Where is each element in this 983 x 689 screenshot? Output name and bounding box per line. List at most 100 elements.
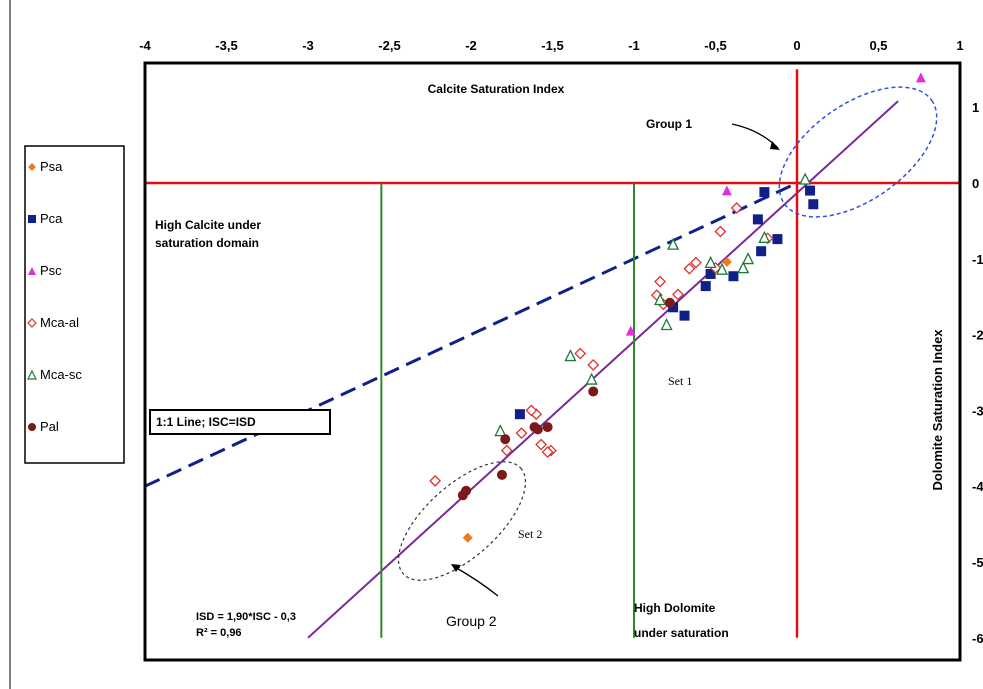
legend-label: Psa <box>40 159 63 174</box>
y-tick-label: -6 <box>972 631 983 646</box>
point-pca <box>514 409 525 420</box>
point-mca-al <box>683 262 696 275</box>
point-mca-al <box>654 275 666 288</box>
oneone-line-label: 1:1 Line; ISC=ISD <box>156 415 256 429</box>
point-mca-sc <box>799 172 812 185</box>
legend-item-pca: Pca <box>28 211 63 226</box>
set1-label: Set 1 <box>668 374 692 388</box>
point-pca <box>752 214 763 225</box>
regression-r2: R² = 0,96 <box>196 627 242 639</box>
group2-arrow <box>452 565 499 597</box>
group1-ellipse <box>778 86 938 218</box>
point-mca-sc <box>564 349 577 362</box>
series-mca-al <box>429 202 774 487</box>
calcite-domain-label-line2: saturation domain <box>155 236 259 250</box>
calcite-domain-label-line1: High Calcite under <box>155 218 261 232</box>
legend-item-pal: Pal <box>28 419 59 434</box>
x-tick-label: -2,5 <box>378 38 400 53</box>
legend-marker <box>27 318 37 328</box>
series-pca <box>514 185 819 420</box>
y-tick-label: 1 <box>972 100 979 115</box>
point-pca <box>728 271 739 282</box>
y-tick-labels: 1 0 -1 -2 -3 -4 -5 -6 <box>972 100 983 646</box>
x-tick-label: -3 <box>302 38 314 53</box>
point-pal <box>532 424 543 435</box>
point-mca-sc <box>654 293 667 306</box>
series-mca-sc <box>494 172 812 437</box>
series-pal <box>457 297 675 501</box>
point-mca-sc <box>660 318 673 331</box>
point-mca-sc <box>737 261 750 274</box>
point-mca-al <box>500 444 513 457</box>
point-mca-sc <box>585 372 598 385</box>
point-mca-al <box>541 446 554 459</box>
series-psa <box>462 256 732 543</box>
y-tick-label: -5 <box>972 555 983 570</box>
point-mca-sc <box>704 255 717 268</box>
x-tick-label: -2 <box>465 38 477 53</box>
y-tick-label: -2 <box>972 328 983 343</box>
point-mca-sc <box>742 252 755 265</box>
y-tick-label: -3 <box>972 403 983 418</box>
legend-item-mca-al: Mca-al <box>27 315 79 330</box>
group1-label: Group 1 <box>646 117 692 131</box>
plot-frame <box>143 61 962 662</box>
group2-ellipse <box>397 461 527 581</box>
legend-marker <box>27 369 37 380</box>
dolomite-domain-label-line2: under saturation <box>634 626 729 640</box>
x-tick-label: -0,5 <box>704 38 726 53</box>
y-tick-label: -1 <box>972 252 983 267</box>
point-mca-sc <box>494 424 507 437</box>
point-pca <box>808 199 819 210</box>
point-mca-al <box>429 474 442 487</box>
x-tick-label: 0,5 <box>869 38 887 53</box>
legend-marker <box>28 215 36 223</box>
series-psc <box>625 72 926 336</box>
legend-box <box>24 145 125 464</box>
legend: Psa Pca Psc Mca-al Mca-sc Pal <box>27 159 82 434</box>
point-pca <box>705 268 716 279</box>
point-mca-al <box>535 438 548 451</box>
group1-arrow <box>731 123 779 149</box>
point-psc <box>915 72 926 83</box>
line-isd-1-90-isc-0-3 <box>307 100 899 639</box>
point-pca <box>759 187 770 198</box>
point-pca <box>679 310 690 321</box>
x-tick-label: -1,5 <box>541 38 563 53</box>
point-pal <box>496 469 507 480</box>
point-psa <box>721 256 732 267</box>
point-pca <box>756 246 767 257</box>
y-tick-label: -4 <box>972 479 983 494</box>
x-tick-label: 1 <box>956 38 963 53</box>
group1-arrowhead <box>770 141 780 150</box>
point-pal <box>457 490 468 501</box>
point-mca-al <box>587 359 600 371</box>
point-psc <box>721 185 732 196</box>
legend-label: Mca-sc <box>40 367 82 382</box>
regression-equation: ISD = 1,90*ISC - 0,3 <box>196 611 296 623</box>
point-pal <box>664 297 675 308</box>
point-pal <box>542 422 553 433</box>
plot-area <box>144 69 960 639</box>
legend-item-mca-sc: Mca-sc <box>27 367 82 382</box>
legend-item-psc: Psc <box>28 263 62 278</box>
legend-label: Pal <box>40 419 59 434</box>
group2-label: Group 2 <box>446 613 497 629</box>
point-mca-al <box>574 347 587 360</box>
legend-label: Mca-al <box>40 315 79 330</box>
point-pca <box>668 302 679 313</box>
point-pca <box>772 234 783 245</box>
point-mca-sc <box>715 262 729 275</box>
chart-title: Calcite Saturation Index <box>428 82 565 96</box>
point-mca-al <box>690 256 702 269</box>
x-tick-label: -4 <box>139 38 151 53</box>
legend-label: Psc <box>40 263 62 278</box>
point-pca <box>805 185 816 196</box>
point-pca <box>700 281 711 292</box>
set2-label: Set 2 <box>518 527 542 541</box>
point-pal <box>500 434 511 445</box>
point-mca-al <box>730 202 743 214</box>
point-mca-al <box>672 288 684 301</box>
legend-label: Pca <box>40 211 63 226</box>
